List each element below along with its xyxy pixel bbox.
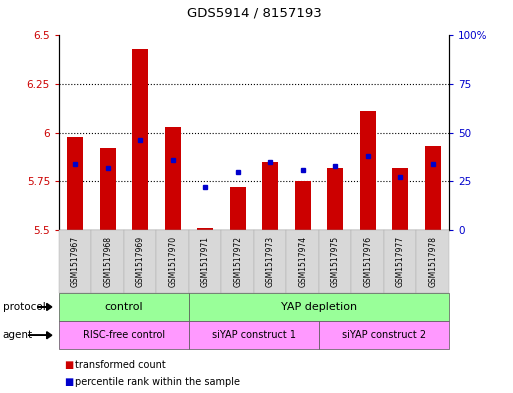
Bar	[67, 136, 83, 230]
Text: GSM1517974: GSM1517974	[298, 236, 307, 287]
Bar	[294, 181, 311, 230]
Text: GSM1517975: GSM1517975	[331, 236, 340, 287]
Text: percentile rank within the sample: percentile rank within the sample	[75, 376, 241, 387]
Text: siYAP construct 1: siYAP construct 1	[212, 330, 296, 340]
Text: GSM1517973: GSM1517973	[266, 236, 274, 287]
Bar	[327, 168, 343, 230]
Text: GSM1517976: GSM1517976	[363, 236, 372, 287]
Text: GSM1517968: GSM1517968	[103, 236, 112, 287]
Text: YAP depletion: YAP depletion	[281, 302, 357, 312]
Text: siYAP construct 2: siYAP construct 2	[342, 330, 426, 340]
Text: GSM1517969: GSM1517969	[136, 236, 145, 287]
Text: protocol: protocol	[3, 302, 45, 312]
Bar	[392, 168, 408, 230]
Text: GSM1517977: GSM1517977	[396, 236, 405, 287]
Text: GSM1517978: GSM1517978	[428, 236, 437, 287]
Text: GSM1517972: GSM1517972	[233, 236, 242, 287]
Bar	[262, 162, 278, 230]
Bar	[132, 49, 148, 230]
Text: agent: agent	[3, 330, 33, 340]
Text: GSM1517967: GSM1517967	[71, 236, 80, 287]
Bar	[100, 148, 116, 230]
Bar	[229, 187, 246, 230]
Text: GDS5914 / 8157193: GDS5914 / 8157193	[187, 7, 321, 20]
Bar	[197, 228, 213, 230]
Bar	[165, 127, 181, 230]
Text: ■: ■	[64, 376, 73, 387]
Text: RISC-free control: RISC-free control	[83, 330, 165, 340]
Text: ■: ■	[64, 360, 73, 370]
Text: GSM1517970: GSM1517970	[168, 236, 177, 287]
Text: control: control	[105, 302, 143, 312]
Text: transformed count: transformed count	[75, 360, 166, 370]
Text: GSM1517971: GSM1517971	[201, 236, 210, 287]
Bar	[360, 111, 376, 230]
Bar	[424, 146, 441, 230]
